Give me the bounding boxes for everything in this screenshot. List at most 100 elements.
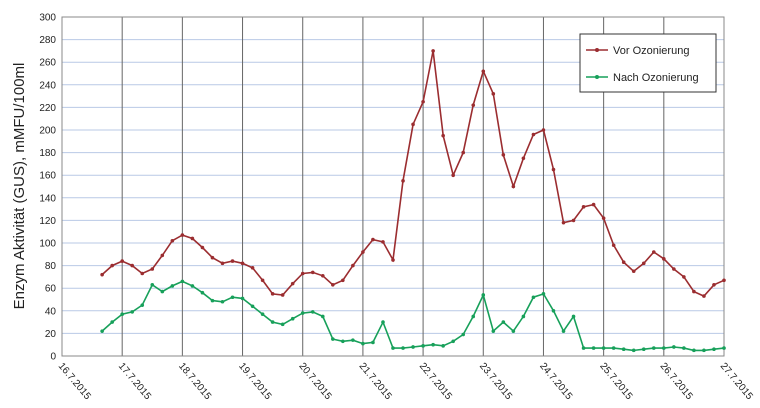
data-point (581, 346, 586, 350)
y-tick-label: 140 (39, 193, 56, 204)
data-point (461, 332, 466, 337)
y-tick-label: 260 (39, 58, 56, 69)
legend-label: Vor Ozonierung (613, 45, 689, 57)
data-point (581, 205, 586, 209)
data-point (270, 292, 275, 296)
x-tick-label: 27.7.2015 (718, 361, 755, 402)
y-tick-label: 80 (45, 261, 57, 272)
data-point (240, 296, 245, 301)
data-point (611, 243, 616, 248)
data-point (431, 342, 435, 347)
data-point (401, 179, 405, 183)
data-point (521, 156, 526, 161)
data-point (692, 289, 696, 294)
data-point (220, 261, 225, 266)
data-point (651, 346, 656, 350)
x-tick-label: 24.7.2015 (537, 361, 574, 402)
data-point (160, 253, 165, 258)
data-point (712, 283, 716, 287)
data-point (651, 250, 656, 254)
data-point (571, 314, 576, 319)
data-point (381, 240, 385, 244)
data-point (702, 294, 706, 298)
data-point (190, 284, 195, 288)
data-point (672, 267, 676, 271)
data-point (170, 284, 175, 288)
data-point (591, 202, 596, 207)
data-point (491, 92, 496, 96)
data-point (481, 69, 486, 74)
data-point (521, 314, 526, 319)
data-point (662, 257, 666, 261)
data-point (561, 220, 566, 225)
legend-box (579, 33, 717, 93)
data-point (451, 339, 455, 344)
data-point (150, 267, 155, 271)
data-point (280, 293, 285, 297)
data-point (100, 272, 104, 277)
data-point (180, 279, 185, 284)
y-tick-label: 220 (39, 103, 56, 114)
x-tick-label: 16.7.2015 (56, 361, 93, 402)
y-tick-label: 100 (39, 239, 56, 250)
data-point (591, 346, 596, 350)
data-point (160, 289, 165, 294)
data-point (451, 173, 455, 177)
data-point (501, 153, 506, 157)
data-point (100, 329, 104, 333)
legend-marker (595, 48, 599, 52)
data-point (190, 236, 195, 241)
data-point (290, 316, 295, 321)
data-point (140, 303, 145, 307)
data-point (351, 263, 355, 268)
data-point (310, 270, 315, 275)
data-point (210, 255, 215, 260)
x-tick-label: 23.7.2015 (477, 361, 514, 402)
data-point (551, 167, 556, 172)
data-point (712, 347, 716, 352)
data-point (682, 275, 686, 279)
data-point (361, 341, 365, 346)
y-tick-label: 300 (39, 13, 56, 24)
data-point (110, 263, 114, 268)
data-point (230, 295, 235, 300)
data-point (290, 281, 295, 286)
data-point (120, 259, 124, 263)
data-point (531, 132, 536, 137)
data-point (541, 292, 546, 296)
data-point (511, 329, 516, 333)
data-point (692, 348, 696, 353)
data-point (320, 314, 325, 319)
data-point (200, 245, 205, 250)
y-tick-label: 0 (50, 352, 56, 363)
data-point (130, 310, 135, 314)
x-tick-label: 18.7.2015 (176, 361, 213, 402)
data-point (561, 329, 566, 333)
data-point (722, 278, 726, 283)
data-point (331, 283, 335, 287)
data-point (280, 322, 285, 327)
data-point (571, 218, 576, 223)
data-point (180, 233, 185, 237)
legend-label: Nach Ozonierung (613, 72, 699, 84)
data-point (672, 345, 676, 349)
data-point (240, 261, 245, 266)
data-point (461, 150, 466, 155)
data-point (371, 340, 375, 345)
y-tick-label: 280 (39, 35, 56, 46)
data-point (511, 184, 516, 189)
y-axis-label: Enzym Aktivität (GUS), mMFU/100ml (11, 63, 28, 310)
data-point (140, 271, 145, 276)
data-point (230, 259, 235, 263)
data-point (120, 312, 124, 316)
data-point (300, 271, 305, 276)
data-point (541, 128, 546, 132)
data-point (220, 299, 225, 304)
data-point (250, 304, 255, 309)
data-point (411, 122, 415, 127)
y-tick-label: 180 (39, 148, 56, 159)
data-point (130, 263, 135, 268)
y-tick-label: 120 (39, 216, 56, 227)
data-point (621, 260, 626, 265)
